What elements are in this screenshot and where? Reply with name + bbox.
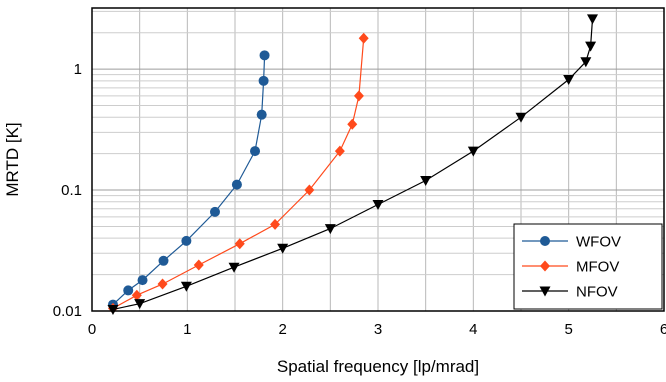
x-tick-label: 2 — [278, 321, 286, 338]
plot-area-border — [91, 7, 665, 312]
legend-marker — [539, 286, 551, 297]
y-tick-label: 0.01 — [53, 303, 82, 320]
legend-label: WFOV — [576, 234, 621, 251]
data-point — [580, 57, 592, 68]
data-point — [131, 289, 142, 301]
series-line — [112, 55, 266, 306]
data-point — [137, 275, 148, 286]
x-tick-label: 0 — [88, 321, 96, 338]
data-point — [324, 224, 336, 235]
x-axis-label: Spatial frequency [lp/mrad] — [277, 357, 479, 376]
data-point — [228, 262, 240, 273]
data-point — [563, 75, 575, 86]
legend-label: NFOV — [576, 284, 618, 301]
data-point — [358, 32, 369, 44]
data-point — [123, 285, 134, 296]
data-point — [231, 179, 242, 190]
x-tick-label: 1 — [183, 321, 191, 338]
series-mfov — [107, 32, 369, 314]
data-point — [258, 75, 269, 86]
x-tick-label: 3 — [374, 321, 382, 338]
data-point — [180, 281, 192, 292]
legend-label: MFOV — [576, 259, 619, 276]
data-point — [467, 146, 479, 157]
data-point — [304, 184, 315, 196]
x-tick-label: 4 — [469, 321, 477, 338]
y-tick-label: 0.1 — [61, 182, 82, 199]
data-point — [134, 299, 146, 310]
data-point — [157, 278, 168, 290]
x-tick-label: 5 — [564, 321, 572, 338]
data-point — [587, 14, 598, 25]
data-point — [347, 118, 358, 130]
x-tick-label: 6 — [660, 321, 666, 338]
legend: WFOV MFOV NFOV — [513, 223, 663, 310]
data-point — [158, 255, 169, 266]
legend-marker — [540, 236, 550, 246]
data-point — [259, 50, 270, 61]
data-point — [193, 259, 204, 271]
data-point — [515, 112, 527, 123]
data-point — [250, 146, 261, 157]
tick-labels: 0 1 2 3 4 5 6 0.01 0.1 1 — [53, 61, 666, 338]
data-point — [270, 218, 281, 230]
data-point — [209, 206, 220, 217]
data-point — [107, 304, 119, 315]
data-point — [585, 41, 597, 52]
series-line — [112, 18, 594, 310]
legend-marker — [540, 260, 550, 272]
data-point — [420, 175, 432, 186]
data-point — [353, 90, 364, 102]
data-point — [372, 199, 384, 210]
y-tick-label: 1 — [74, 61, 82, 78]
data-point — [277, 243, 289, 254]
y-axis-label: MRTD [K] — [3, 122, 22, 196]
series-layer — [107, 14, 598, 315]
data-point — [234, 238, 245, 250]
data-point — [181, 235, 192, 246]
series-line — [112, 38, 365, 309]
data-point — [334, 145, 345, 157]
data-point — [256, 109, 267, 120]
series-nfov — [107, 14, 598, 315]
